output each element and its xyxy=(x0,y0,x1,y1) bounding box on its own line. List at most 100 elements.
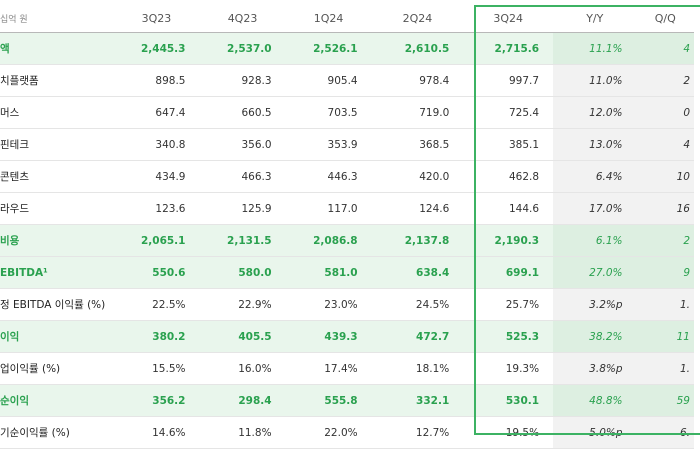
value-cell: 356.2 xyxy=(113,384,200,417)
table-row: 치플랫폼 898.5 928.3 905.4 978.4 997.7 11.0% 2 xyxy=(0,64,694,97)
value-cell: 581.0 xyxy=(285,256,372,289)
value-cell: 580.0 xyxy=(199,256,286,289)
column-header: Q/Q xyxy=(636,4,694,33)
value-cell: 719.0 xyxy=(371,96,464,129)
value-cell: 905.4 xyxy=(285,64,372,97)
column-header: 4Q23 xyxy=(199,4,286,33)
qoq-cell: 0 xyxy=(636,96,694,129)
qoq-cell: 1. xyxy=(636,352,694,385)
yoy-cell: 5.0%p xyxy=(553,416,637,449)
table-row: 머스 647.4 660.5 703.5 719.0 725.4 12.0% 0 xyxy=(0,96,694,129)
value-cell: 2,131.5 xyxy=(199,224,286,257)
table-row: 기순이익률 (%) 14.6% 11.8% 22.0% 12.7% 19.5% 5.0%p 6… xyxy=(0,416,694,449)
value-cell: 356.0 xyxy=(199,128,286,161)
value-cell: 17.4% xyxy=(285,352,372,385)
qoq-cell: 4 xyxy=(636,32,694,65)
value-cell: 466.3 xyxy=(199,160,286,193)
row-label: 액 xyxy=(0,32,114,65)
row-label: 머스 xyxy=(0,96,114,129)
value-cell: 368.5 xyxy=(371,128,464,161)
table-row: EBITDA¹ 550.6 580.0 581.0 638.4 699.1 27.0% 9 xyxy=(0,256,694,289)
value-cell: 125.9 xyxy=(199,192,286,225)
table-row: 정 EBITDA 이익률 (%) 22.5% 22.9% 23.0% 24.5% 25.7… xyxy=(0,288,694,321)
column-header: Y/Y xyxy=(553,4,637,33)
value-cell: 2,526.1 xyxy=(285,32,372,65)
value-cell: 385.1 xyxy=(463,128,554,161)
qoq-cell: 11 xyxy=(636,320,694,353)
value-cell: 898.5 xyxy=(113,64,200,97)
row-label: 업이익률 (%) xyxy=(0,352,114,385)
value-cell: 15.5% xyxy=(113,352,200,385)
value-cell: 22.5% xyxy=(113,288,200,321)
value-cell: 2,610.5 xyxy=(371,32,464,65)
value-cell: 123.6 xyxy=(113,192,200,225)
value-cell: 439.3 xyxy=(285,320,372,353)
value-cell: 703.5 xyxy=(285,96,372,129)
value-cell: 19.5% xyxy=(463,416,554,449)
table-row: 라우드 123.6 125.9 117.0 124.6 144.6 17.0% 16 xyxy=(0,192,694,225)
value-cell: 19.3% xyxy=(463,352,554,385)
qoq-cell: 59 xyxy=(636,384,694,417)
table-row: 액 2,445.3 2,537.0 2,526.1 2,610.5 2,715.6 11.1… xyxy=(0,32,694,65)
qoq-cell: 2 xyxy=(636,224,694,257)
value-cell: 16.0% xyxy=(199,352,286,385)
value-cell: 144.6 xyxy=(463,192,554,225)
table-row: 비용 2,065.1 2,131.5 2,086.8 2,137.8 2,190.3 6.1… xyxy=(0,224,694,257)
value-cell: 22.0% xyxy=(285,416,372,449)
value-cell: 978.4 xyxy=(371,64,464,97)
table-row: 이익 380.2 405.5 439.3 472.7 525.3 38.2% 11 xyxy=(0,320,694,353)
column-header: 3Q23 xyxy=(113,4,200,33)
qoq-cell: 6. xyxy=(636,416,694,449)
yoy-cell: 38.2% xyxy=(553,320,637,353)
row-label: 비용 xyxy=(0,224,114,257)
yoy-cell: 11.0% xyxy=(553,64,637,97)
unit-label: 십억 원 xyxy=(0,4,114,33)
row-label: 기순이익률 (%) xyxy=(0,416,114,449)
value-cell: 525.3 xyxy=(463,320,554,353)
qoq-cell: 2 xyxy=(636,64,694,97)
value-cell: 2,086.8 xyxy=(285,224,372,257)
qoq-cell: 1. xyxy=(636,288,694,321)
value-cell: 23.0% xyxy=(285,288,372,321)
qoq-cell: 4 xyxy=(636,128,694,161)
value-cell: 2,537.0 xyxy=(199,32,286,65)
value-cell: 647.4 xyxy=(113,96,200,129)
value-cell: 928.3 xyxy=(199,64,286,97)
value-cell: 405.5 xyxy=(199,320,286,353)
column-header: 1Q24 xyxy=(285,4,372,33)
value-cell: 124.6 xyxy=(371,192,464,225)
value-cell: 2,445.3 xyxy=(113,32,200,65)
table-row: 업이익률 (%) 15.5% 16.0% 17.4% 18.1% 19.3% 3.8%p 1. xyxy=(0,352,694,385)
value-cell: 25.7% xyxy=(463,288,554,321)
value-cell: 472.7 xyxy=(371,320,464,353)
value-cell: 699.1 xyxy=(463,256,554,289)
row-label: 핀테크 xyxy=(0,128,114,161)
row-label: 콘텐츠 xyxy=(0,160,114,193)
table-row: 콘텐츠 434.9 466.3 446.3 420.0 462.8 6.4% 10 xyxy=(0,160,694,193)
yoy-cell: 3.2%p xyxy=(553,288,637,321)
table-row: 순이익 356.2 298.4 555.8 332.1 530.1 48.8% 59 xyxy=(0,384,694,417)
table-row: 핀테크 340.8 356.0 353.9 368.5 385.1 13.0% 4 xyxy=(0,128,694,161)
value-cell: 332.1 xyxy=(371,384,464,417)
qoq-cell: 10 xyxy=(636,160,694,193)
value-cell: 660.5 xyxy=(199,96,286,129)
qoq-cell: 16 xyxy=(636,192,694,225)
column-header: 3Q24 xyxy=(463,4,554,33)
value-cell: 22.9% xyxy=(199,288,286,321)
yoy-cell: 27.0% xyxy=(553,256,637,289)
value-cell: 638.4 xyxy=(371,256,464,289)
value-cell: 298.4 xyxy=(199,384,286,417)
row-label: 치플랫폼 xyxy=(0,64,114,97)
value-cell: 446.3 xyxy=(285,160,372,193)
value-cell: 353.9 xyxy=(285,128,372,161)
value-cell: 434.9 xyxy=(113,160,200,193)
value-cell: 2,190.3 xyxy=(463,224,554,257)
value-cell: 11.8% xyxy=(199,416,286,449)
column-header: 2Q24 xyxy=(371,4,464,33)
yoy-cell: 11.1% xyxy=(553,32,637,65)
value-cell: 12.7% xyxy=(371,416,464,449)
value-cell: 14.6% xyxy=(113,416,200,449)
value-cell: 340.8 xyxy=(113,128,200,161)
row-label: 순이익 xyxy=(0,384,114,417)
